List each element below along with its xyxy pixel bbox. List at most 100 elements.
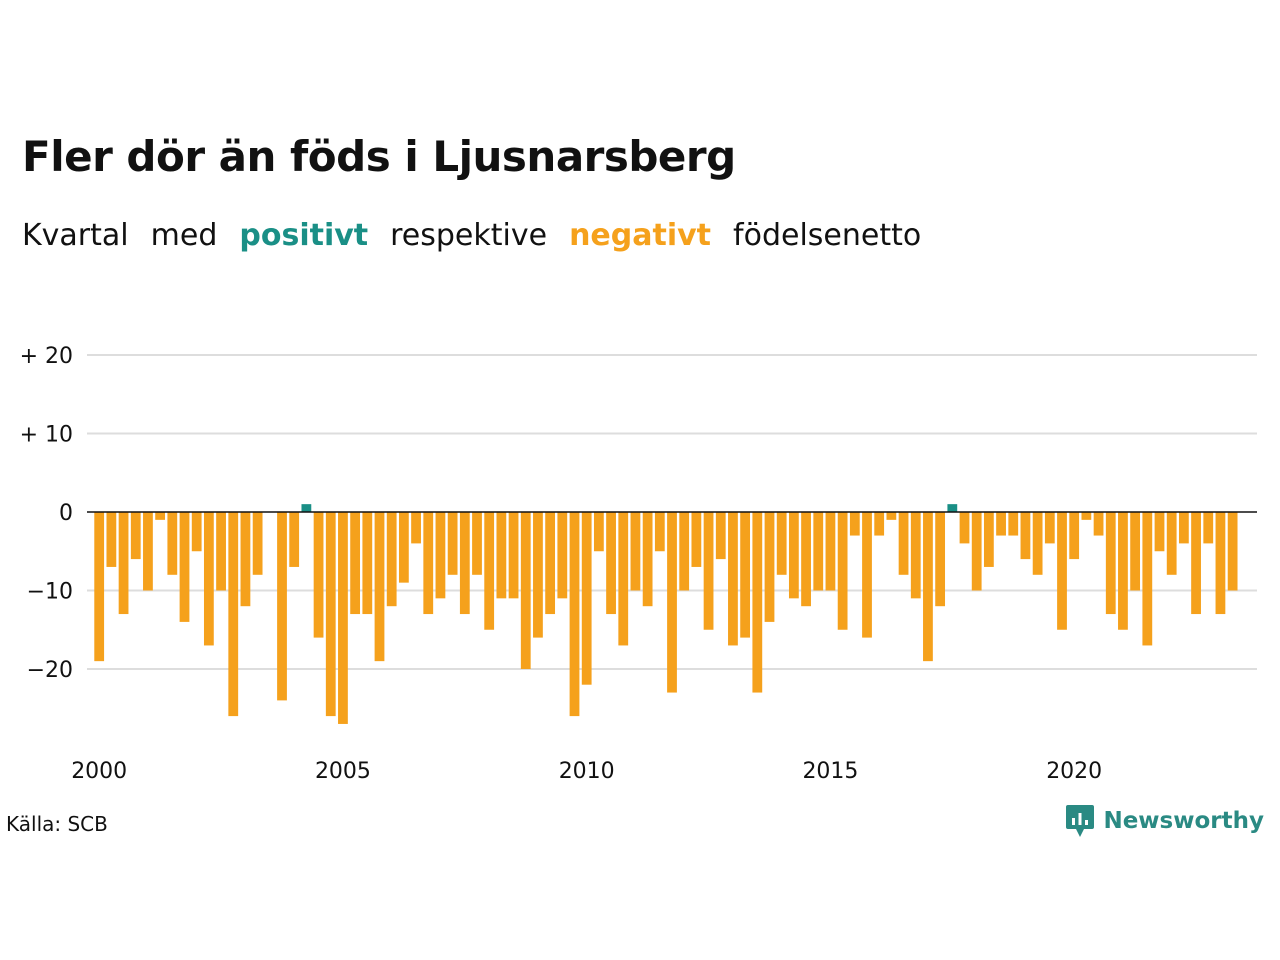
bar-negative <box>715 512 726 560</box>
bar-negative <box>886 512 897 520</box>
bar-negative <box>203 512 214 646</box>
bar-negative <box>728 512 738 646</box>
bar-negative <box>825 512 836 591</box>
bar-negative <box>703 512 714 630</box>
bar-negative <box>338 512 348 724</box>
bar-negative <box>813 512 824 591</box>
y-tick-label: 0 <box>59 501 73 526</box>
bar-negative <box>581 512 592 685</box>
bar-negative <box>1105 512 1116 615</box>
bar-negative <box>533 512 543 638</box>
bar-negative <box>240 512 251 607</box>
chart-subtitle: Kvartal med positivt respektive negativt föde… <box>22 218 943 253</box>
bar-negative <box>764 512 775 622</box>
bar-negative <box>216 512 226 591</box>
bar-negative <box>1008 512 1019 536</box>
bar-negative <box>252 512 263 575</box>
x-tick-label: 2010 <box>559 759 615 784</box>
bar-negative <box>1118 512 1128 630</box>
bar-negative <box>606 512 616 615</box>
subtitle-word-fodelsenetto: födelsenetto <box>733 218 922 253</box>
bar-negative <box>411 512 421 544</box>
bar-negative <box>130 512 141 560</box>
bar-chart: + 20 + 10 0 −10 −20 2000 2005 2010 2015 2020 <box>20 344 1257 784</box>
bar-negative <box>94 512 105 662</box>
subtitle-word-med: med <box>150 218 218 253</box>
x-tick-label: 2020 <box>1046 759 1102 784</box>
bar-negative <box>776 512 787 575</box>
bar-negative <box>459 512 470 615</box>
newsworthy-logo-icon <box>1066 805 1095 837</box>
bar-negative <box>910 512 921 599</box>
y-tick-label: + 10 <box>20 423 73 448</box>
bar-negative <box>484 512 495 630</box>
bar-negative <box>1093 512 1104 536</box>
y-tick-label: + 20 <box>20 344 73 369</box>
subtitle-positive-label: positivt <box>239 218 369 253</box>
bar-negative <box>971 512 982 591</box>
bar-negative <box>545 512 556 615</box>
bar-negative <box>386 512 397 607</box>
bar-negative <box>1032 512 1043 575</box>
bar-negative <box>289 512 300 567</box>
bar-negative <box>1081 512 1092 520</box>
bar-negative <box>691 512 702 567</box>
bar-negative <box>472 512 482 575</box>
bar-negative <box>923 512 933 662</box>
bar-negative <box>667 512 677 693</box>
bar-negative <box>959 512 970 544</box>
brand-logo: Newsworthy <box>1065 804 1264 838</box>
subtitle-word-respektive: respektive <box>390 218 548 253</box>
subtitle-negative-label: negativt <box>569 218 712 253</box>
bar-negative <box>496 512 507 599</box>
y-tick-label: −20 <box>27 658 73 683</box>
bar-positive <box>301 504 312 512</box>
bar-negative <box>593 512 604 552</box>
bar-negative <box>837 512 848 630</box>
bar-negative <box>557 512 568 599</box>
bar-negative <box>849 512 860 536</box>
bar-negative <box>740 512 751 638</box>
bar-negative <box>788 512 799 599</box>
bar-negative <box>1178 512 1189 544</box>
bar-negative <box>630 512 641 591</box>
x-tick-label: 2005 <box>315 759 371 784</box>
brand-name: Newsworthy <box>1103 808 1264 834</box>
bar-negative <box>1166 512 1177 575</box>
bar-negative <box>935 512 946 607</box>
bar-negative <box>277 512 287 701</box>
bar-positive <box>947 504 958 512</box>
bar-negative <box>983 512 994 567</box>
bar-negative <box>1069 512 1080 560</box>
bar-negative <box>1044 512 1055 544</box>
bar-negative <box>1227 512 1238 591</box>
bar-negative <box>106 512 117 567</box>
x-tick-label: 2015 <box>802 759 858 784</box>
bar-negative <box>398 512 409 583</box>
bar-negative <box>191 512 202 552</box>
bar-negative <box>325 512 336 717</box>
bar-negative <box>1154 512 1165 552</box>
bar-negative <box>1142 512 1153 646</box>
bar-negative <box>155 512 166 520</box>
bar-negative <box>642 512 653 607</box>
x-tick-label: 2000 <box>71 759 127 784</box>
bar-negative <box>167 512 178 575</box>
bar-negative <box>654 512 665 552</box>
bar-negative <box>1057 512 1067 630</box>
bar-negative <box>874 512 885 536</box>
chart-title: Fler dör än föds i Ljusnarsberg <box>22 132 736 181</box>
bar-negative <box>618 512 629 646</box>
subtitle-word-kvartal: Kvartal <box>22 218 129 253</box>
bar-negative <box>313 512 324 638</box>
bar-negative <box>1130 512 1141 591</box>
bar-negative <box>1020 512 1031 560</box>
bar-negative <box>228 512 239 717</box>
bar-negative <box>362 512 373 615</box>
bar-negative <box>423 512 434 615</box>
bar-negative <box>520 512 531 669</box>
bar-negative <box>447 512 458 575</box>
bar-negative <box>898 512 909 575</box>
bar-negative <box>801 512 811 607</box>
bar-negative <box>1215 512 1226 615</box>
